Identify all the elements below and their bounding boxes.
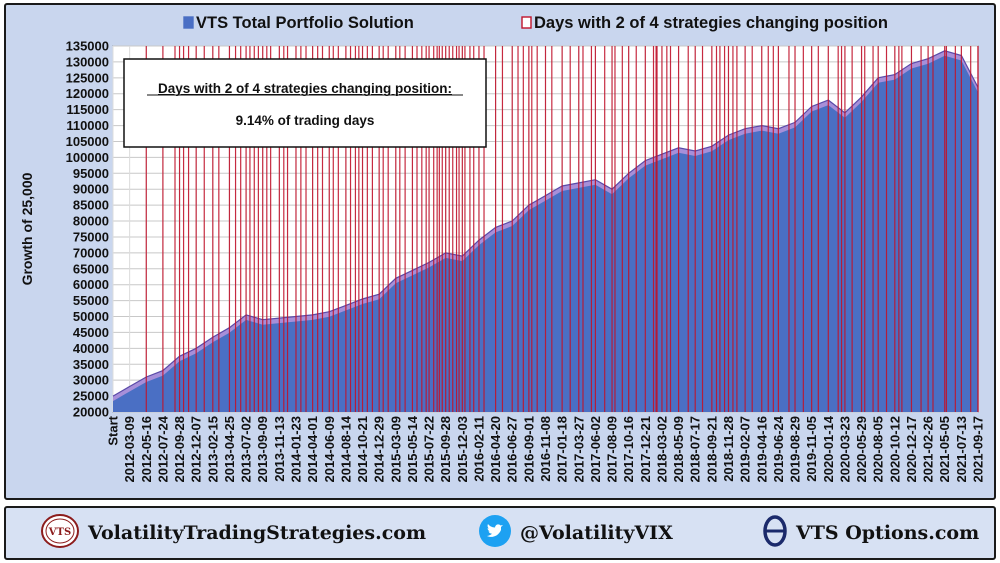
y-tick-label: 30000 [73,373,109,388]
annotation-box [123,58,487,148]
x-tick-label: 2017-08-09 [605,416,620,483]
x-tick-label: 2012-05-16 [139,416,154,483]
y-tick-label: 85000 [73,198,109,213]
x-tick-label: 2019-04-16 [754,416,769,483]
x-tick-label: 2012-12-07 [189,416,204,483]
x-tick-label: 2019-08-29 [788,416,803,483]
x-tick-label: 2012-03-09 [122,416,137,483]
y-tick-label: 125000 [66,70,109,85]
x-tick-label: 2014-12-29 [372,416,387,483]
x-tick-label: 2015-03-09 [388,416,403,483]
footer-twitter-link[interactable]: @VolatilityVIX [478,508,673,558]
annotation-value: 9.14% of trading days [236,113,375,128]
x-tick-label: 2019-06-24 [771,415,786,482]
x-tick-label: 2016-06-27 [505,416,520,483]
legend-label-portfolio: VTS Total Portfolio Solution [196,14,414,32]
y-tick-label: 25000 [73,389,109,404]
x-tick-label: 2019-11-05 [804,416,819,482]
y-tick-label: 105000 [66,134,109,149]
y-tick-label: 55000 [73,293,109,308]
x-tick-label: 2020-05-29 [854,416,869,483]
y-axis-title: Growth of 25,000 [19,172,35,285]
x-tick-label: 2013-11-13 [272,416,287,482]
y-tick-label: 45000 [73,325,109,340]
y-tick-label: 95000 [73,166,109,181]
x-tick-label: 2021-05-05 [937,416,952,483]
y-tick-label: 100000 [66,150,109,165]
x-tick-label: 2017-06-02 [588,416,603,483]
y-tick-label: 120000 [66,86,109,101]
y-tick-label: 80000 [73,214,109,229]
x-tick-label: 2018-05-09 [671,416,686,483]
y-tick-label: 35000 [73,357,109,372]
x-tick-label: 2013-04-25 [222,416,237,483]
x-tick-label: 2016-09-01 [521,416,536,483]
x-tick-label: 2018-11-28 [721,416,736,482]
growth-chart: 2000025000300003500040000450005000055000… [19,14,986,483]
x-tick-label: 2013-09-09 [255,416,270,483]
x-tick-label: 2017-12-21 [638,416,653,483]
footer-options-link[interactable]: VTS Options.com [762,508,979,558]
x-tick-label: 2015-05-14 [405,415,420,482]
x-tick-label: 2016-11-08 [538,416,553,482]
y-tick-label: 70000 [73,245,109,260]
y-tick-label: 60000 [73,277,109,292]
x-tick-label: 2012-07-24 [155,415,170,482]
y-tick-label: 90000 [73,182,109,197]
x-tick-label: 2018-07-17 [688,416,703,483]
x-tick-label: 2018-03-02 [654,416,669,483]
y-tick-label: 115000 [66,102,109,117]
legend-swatch-portfolio [183,16,194,29]
x-tick-label: Start [106,415,121,445]
x-tick-label: 2015-12-03 [455,416,470,483]
y-tick-label: 130000 [66,54,109,69]
x-tick-label: 2020-01-14 [821,415,836,482]
x-tick-label: 2017-01-18 [555,416,570,483]
x-tick-label: 2021-09-17 [971,416,986,483]
legend-label-event-days: Days with 2 of 4 strategies changing pos… [534,14,888,32]
footer-options-label: VTS Options.com [796,522,980,544]
x-tick-label: 2014-10-21 [355,416,370,483]
x-tick-label: 2016-02-11 [471,416,486,482]
y-tick-label: 50000 [73,309,109,324]
x-tick-label: 2014-01-23 [288,416,303,483]
x-tick-label: 2015-09-28 [438,416,453,483]
x-tick-label: 2020-08-05 [871,416,886,483]
vts-logo-icon: VTS [40,513,80,554]
x-tick-label: 2018-09-21 [704,416,719,483]
x-tick-label: 2014-06-09 [322,416,337,483]
x-tick-label: 2014-08-14 [338,415,353,482]
x-tick-label: 2013-07-02 [239,416,254,483]
twitter-icon [478,514,512,553]
x-tick-label: 2020-10-12 [887,416,902,483]
x-tick-label: 2021-02-26 [921,416,936,483]
x-tick-label: 2014-04-01 [305,416,320,483]
y-tick-label: 135000 [66,39,109,54]
y-tick-label: 40000 [73,341,109,356]
footer-twitter-label: @VolatilityVIX [520,522,673,544]
x-tick-label: 2016-04-20 [488,416,503,483]
theta-icon [762,514,788,553]
x-tick-label: 2019-02-07 [738,416,753,483]
x-tick-label: 2020-03-23 [837,416,852,483]
legend-swatch-event-days [521,16,532,29]
y-tick-label: 20000 [73,405,109,420]
y-tick-label: 110000 [66,118,109,133]
x-tick-label: 2020-12-17 [904,416,919,483]
footer-site-link[interactable]: VTS VolatilityTradingStrategies.com [40,508,426,558]
vts-logo-lettering: VTS [48,527,71,538]
x-tick-label: 2017-03-27 [571,416,586,483]
x-tick-label: 2021-07-13 [954,416,969,483]
annotation-title: Days with 2 of 4 strategies changing pos… [158,81,452,96]
x-tick-label: 2013-02-15 [205,416,220,483]
y-tick-label: 75000 [73,229,109,244]
x-tick-label: 2017-10-16 [621,416,636,483]
footer-site-label: VolatilityTradingStrategies.com [88,522,427,544]
x-tick-label: 2015-07-22 [422,416,437,483]
y-tick-label: 65000 [73,261,109,276]
footer-bar: VTS VolatilityTradingStrategies.com @Vol… [4,506,996,560]
x-tick-label: 2012-09-28 [172,416,187,483]
